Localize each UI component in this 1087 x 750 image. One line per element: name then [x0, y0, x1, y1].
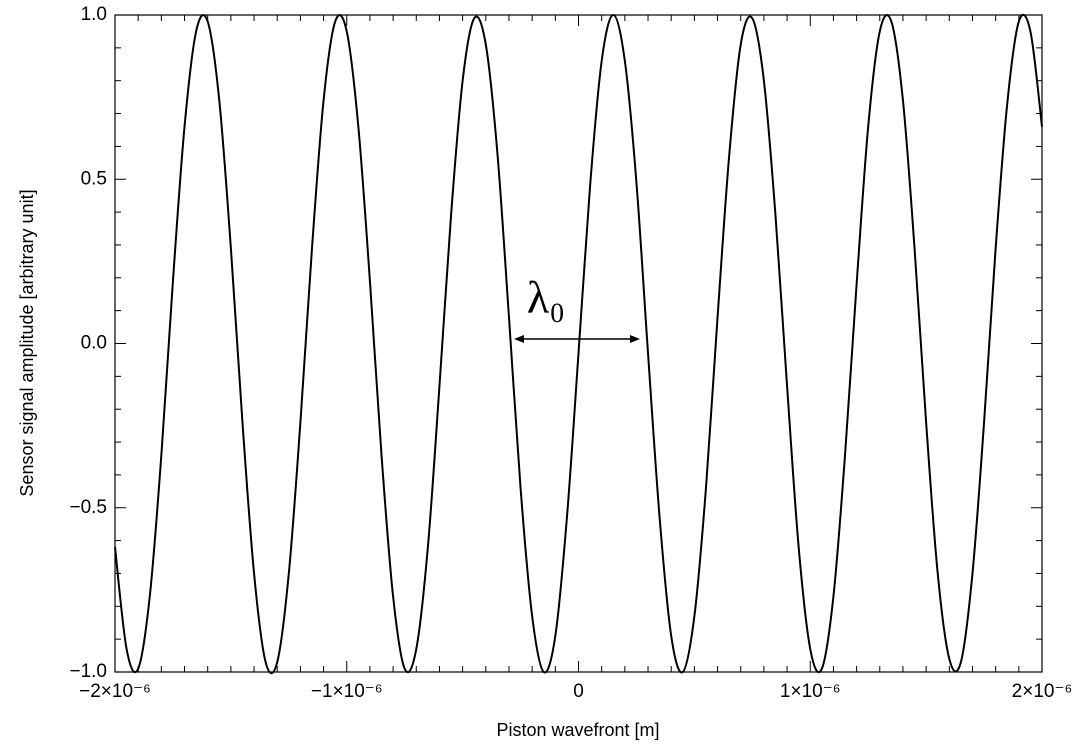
y-tick-label: 0.5: [81, 168, 107, 189]
y-tick-label: 1.0: [81, 4, 107, 25]
x-tick-label: 1×10⁻⁶: [780, 681, 841, 702]
x-tick-label: 0: [573, 681, 584, 702]
y-tick-label: 0.0: [81, 333, 107, 354]
annotation: λ₀: [527, 272, 565, 323]
y-axis-title: Sensor signal amplitude [arbitrary unit]: [17, 189, 37, 496]
x-tick-label: −2×10⁻⁶: [79, 681, 151, 702]
lambda-arrow: [514, 335, 640, 343]
signal-line: [114, 13, 1043, 675]
y-tick-label: −1.0: [69, 661, 107, 682]
x-tick-label: 2×10⁻⁶: [1012, 681, 1073, 702]
x-tick-label: −1×10⁻⁶: [311, 681, 383, 702]
y-tick-label: −0.5: [69, 497, 107, 518]
x-axis-title: Piston wavefront [m]: [496, 720, 659, 740]
